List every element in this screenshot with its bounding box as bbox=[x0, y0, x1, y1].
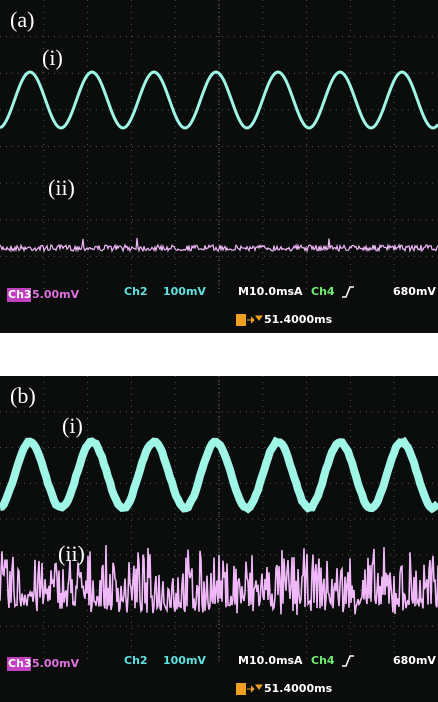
trace-label: (i) bbox=[42, 45, 63, 70]
trigger-arrow bbox=[247, 315, 263, 324]
status-text: 5.00mV bbox=[32, 657, 80, 670]
status-text: A bbox=[294, 654, 303, 667]
status-text: 51.4000ms bbox=[264, 313, 333, 326]
panel-label: (a) bbox=[10, 7, 34, 32]
status-text: 680mV bbox=[393, 654, 436, 667]
status-text: Ch4 bbox=[311, 654, 335, 667]
panel-label: (b) bbox=[10, 383, 36, 408]
status-text: 100mV bbox=[163, 285, 206, 298]
status-text: Ch2 bbox=[124, 654, 148, 667]
status-text: Ch2 bbox=[124, 285, 148, 298]
status-text: A bbox=[294, 285, 303, 298]
status-text: 51.4000ms bbox=[264, 682, 333, 695]
status-text: 680mV bbox=[393, 285, 436, 298]
scope-panel: (b) (i) (ii) Ch3 5.00mV Ch2 100mV M10.0ms A Ch4 68… bbox=[0, 376, 438, 702]
ch3-badge bbox=[7, 657, 31, 671]
slope-icon bbox=[342, 286, 354, 298]
sine-trace bbox=[0, 436, 438, 514]
trace-label: (i) bbox=[62, 413, 83, 438]
status-text: Ch3 bbox=[8, 288, 32, 301]
status-text: Ch3 bbox=[8, 657, 32, 670]
status-text: M10.0ms bbox=[238, 654, 295, 667]
slope-icon bbox=[342, 655, 354, 667]
trigger-arrow bbox=[247, 684, 263, 693]
status-text: 5.00mV bbox=[32, 288, 80, 301]
status-text: Ch4 bbox=[311, 285, 335, 298]
trace-label: (ii) bbox=[48, 175, 75, 200]
noise-trace bbox=[0, 545, 438, 616]
screen bbox=[0, 0, 438, 333]
ch3-badge bbox=[7, 288, 31, 302]
sine-trace bbox=[0, 70, 438, 130]
trigger-icon bbox=[236, 683, 246, 695]
scope-panel: (a) (i) (ii) Ch3 5.00mV Ch2 100mV M10.0ms A Ch4 68… bbox=[0, 0, 438, 333]
trace-label: (ii) bbox=[58, 541, 85, 566]
status-text: M10.0ms bbox=[238, 285, 295, 298]
noise-trace bbox=[0, 238, 438, 253]
status-text: 100mV bbox=[163, 654, 206, 667]
trigger-icon bbox=[236, 314, 246, 326]
